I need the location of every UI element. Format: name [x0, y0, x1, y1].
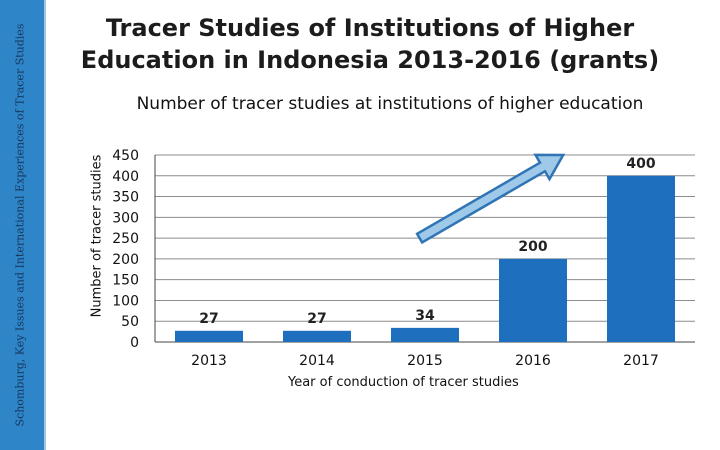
bar: [607, 175, 675, 342]
x-axis-label: Year of conduction of tracer studies: [288, 375, 519, 390]
y-tick-label: 350: [112, 190, 139, 206]
y-tick-label: 100: [112, 293, 139, 309]
y-tick-label: 150: [112, 273, 139, 289]
x-tick-label: 2015: [407, 353, 443, 369]
bar: [175, 330, 243, 342]
trend-arrow: [415, 153, 566, 245]
bar: [391, 327, 459, 342]
data-label: 27: [199, 311, 218, 327]
y-tick-label: 300: [112, 210, 139, 226]
y-tick-label: 0: [130, 335, 139, 351]
y-tick-label: 50: [121, 314, 139, 330]
data-label: 34: [415, 308, 435, 324]
y-tick-label: 450: [112, 148, 139, 164]
x-tick-label: 2014: [299, 353, 335, 369]
y-tick-label: 400: [112, 169, 139, 185]
y-tick-label: 200: [112, 252, 139, 268]
page-title: Tracer Studies of Institutions of Higher…: [80, 14, 660, 74]
x-tick-label: 2017: [623, 353, 659, 369]
x-tick-label: 2013: [191, 353, 227, 369]
chart-title: Number of tracer studies at institutions…: [136, 94, 644, 114]
bar: [499, 258, 567, 342]
x-tick-label: 2016: [515, 353, 551, 369]
data-label: 200: [518, 239, 547, 255]
data-label: 400: [626, 156, 655, 172]
sidebar-band: [0, 0, 46, 450]
y-tick-label: 250: [112, 231, 139, 247]
bar: [283, 330, 351, 342]
data-label: 27: [307, 311, 326, 327]
